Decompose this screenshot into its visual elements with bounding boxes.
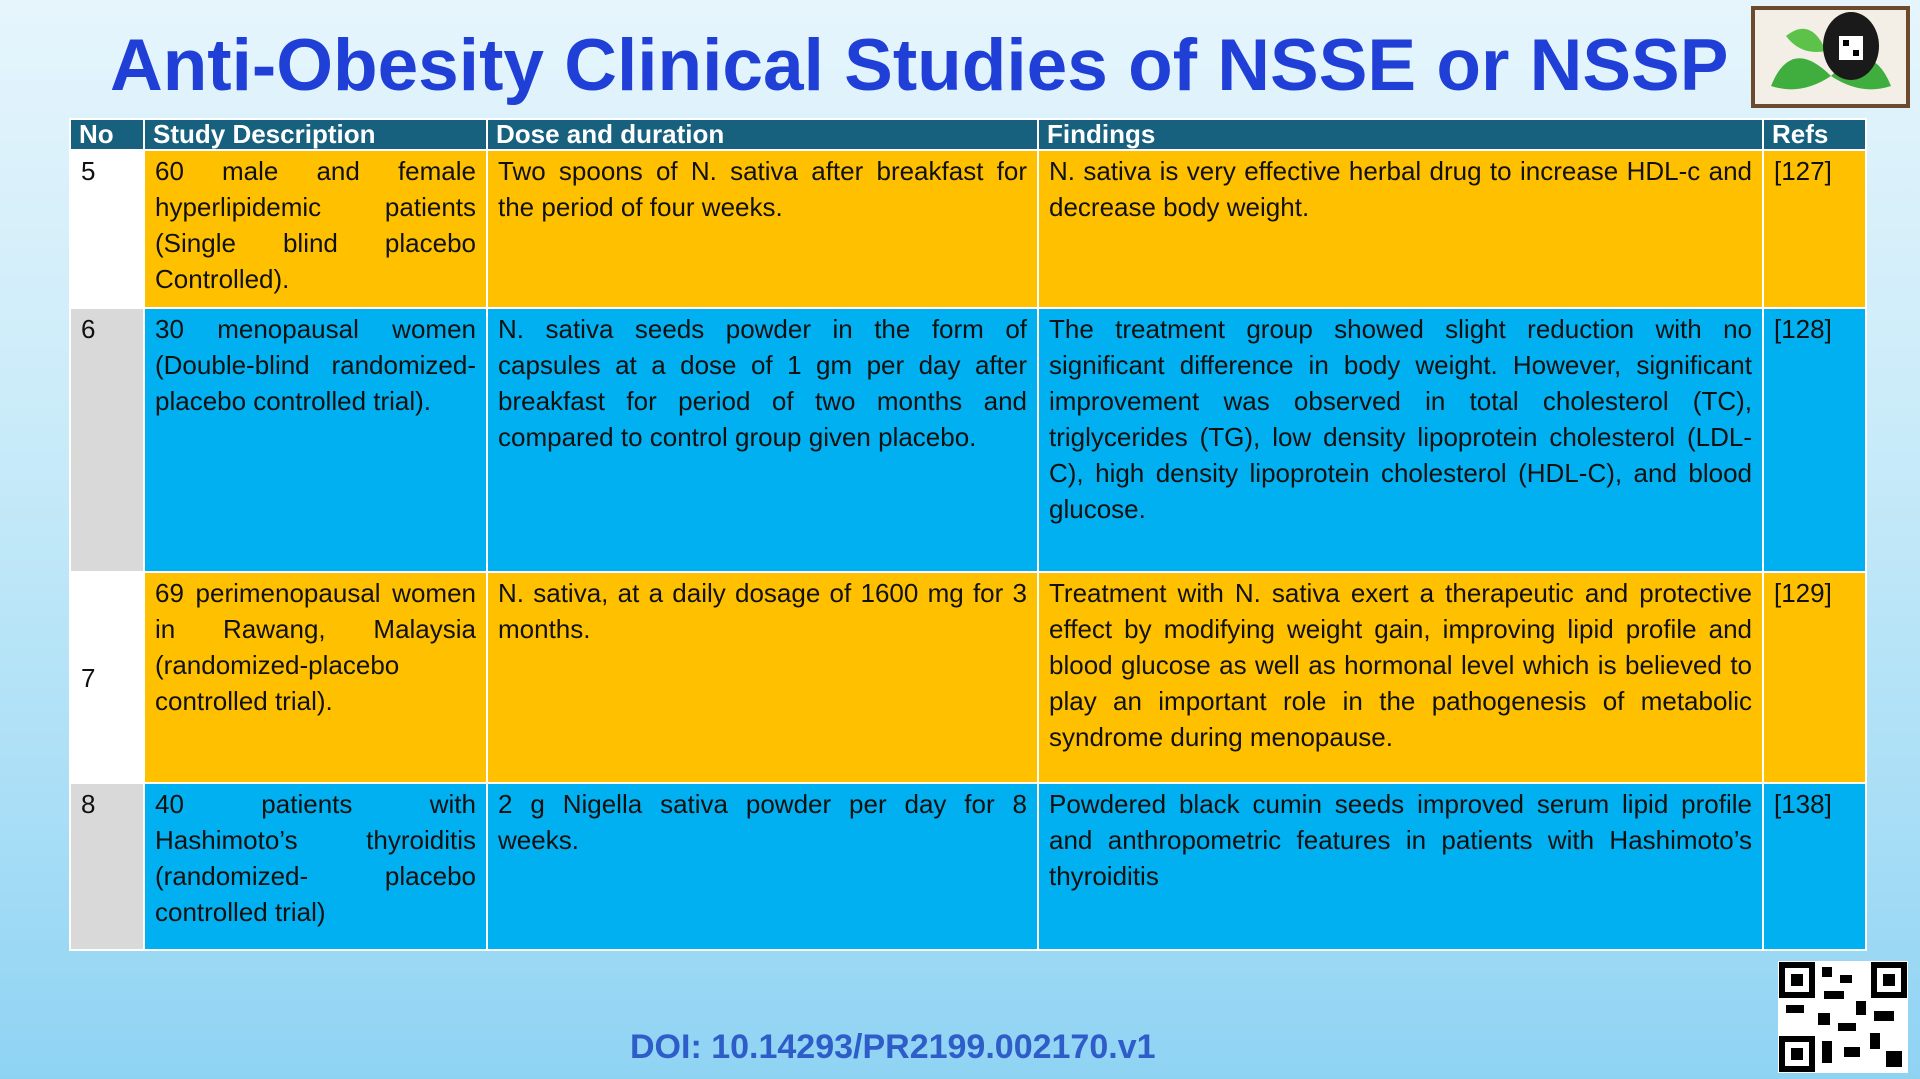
column-header: Findings [1037,118,1764,151]
table-cell: N. sativa seeds powder in the form of ca… [486,307,1039,573]
column-header: Dose and duration [486,118,1039,151]
doi: DOI: 10.14293/PR2199.002170.v1 [630,1028,1156,1066]
column-header: Refs [1762,118,1867,151]
table-cell: 6 [69,307,145,573]
column-header: Study Description [143,118,488,151]
logo [1751,6,1910,108]
column-header: No [69,118,145,151]
table-cell: [138] [1762,782,1867,951]
table-cell: [129] [1762,571,1867,784]
table-cell: 7 [69,571,145,784]
table-cell: The treatment group showed slight reduct… [1037,307,1764,573]
table-cell: 40 patients with Hashimoto’s thyroiditis… [143,782,488,951]
qr-code [1778,961,1908,1073]
table-cell: N. sativa, at a daily dosage of 1600 mg … [486,571,1039,784]
table-row: 7 69 perimenopausal women in Rawang, Mala… [69,571,1867,784]
table-row: 8 40 patients with Hashimoto’s thyroiditi… [69,782,1867,951]
table-cell: N. sativa is very effective herbal drug … [1037,149,1764,309]
table-cell: [127] [1762,149,1867,309]
table-row: 5 60 male and female hyperlipidemic patie… [69,149,1867,309]
table-cell: Two spoons of N. sativa after breakfast … [486,149,1039,309]
slide-title: Anti-Obesity Clinical Studies of NSSE or… [110,25,1729,106]
table-cell: 2 g Nigella sativa powder per day for 8 … [486,782,1039,951]
table-cell: 30 menopausal women (Double-blind random… [143,307,488,573]
table-cell: 8 [69,782,145,951]
table-cell: Treatment with N. sativa exert a therape… [1037,571,1764,784]
table-cell: 69 perimenopausal women in Rawang, Malay… [143,571,488,784]
studies-table: No Study Description Dose and duration Find… [69,118,1867,951]
table-cell: 5 [69,149,145,309]
table-cell: Powdered black cumin seeds improved seru… [1037,782,1764,951]
table-cell: [128] [1762,307,1867,573]
table-row: 6 30 menopausal women (Double-blind rando… [69,307,1867,573]
table-cell: 60 male and female hyperlipidemic patien… [143,149,488,309]
